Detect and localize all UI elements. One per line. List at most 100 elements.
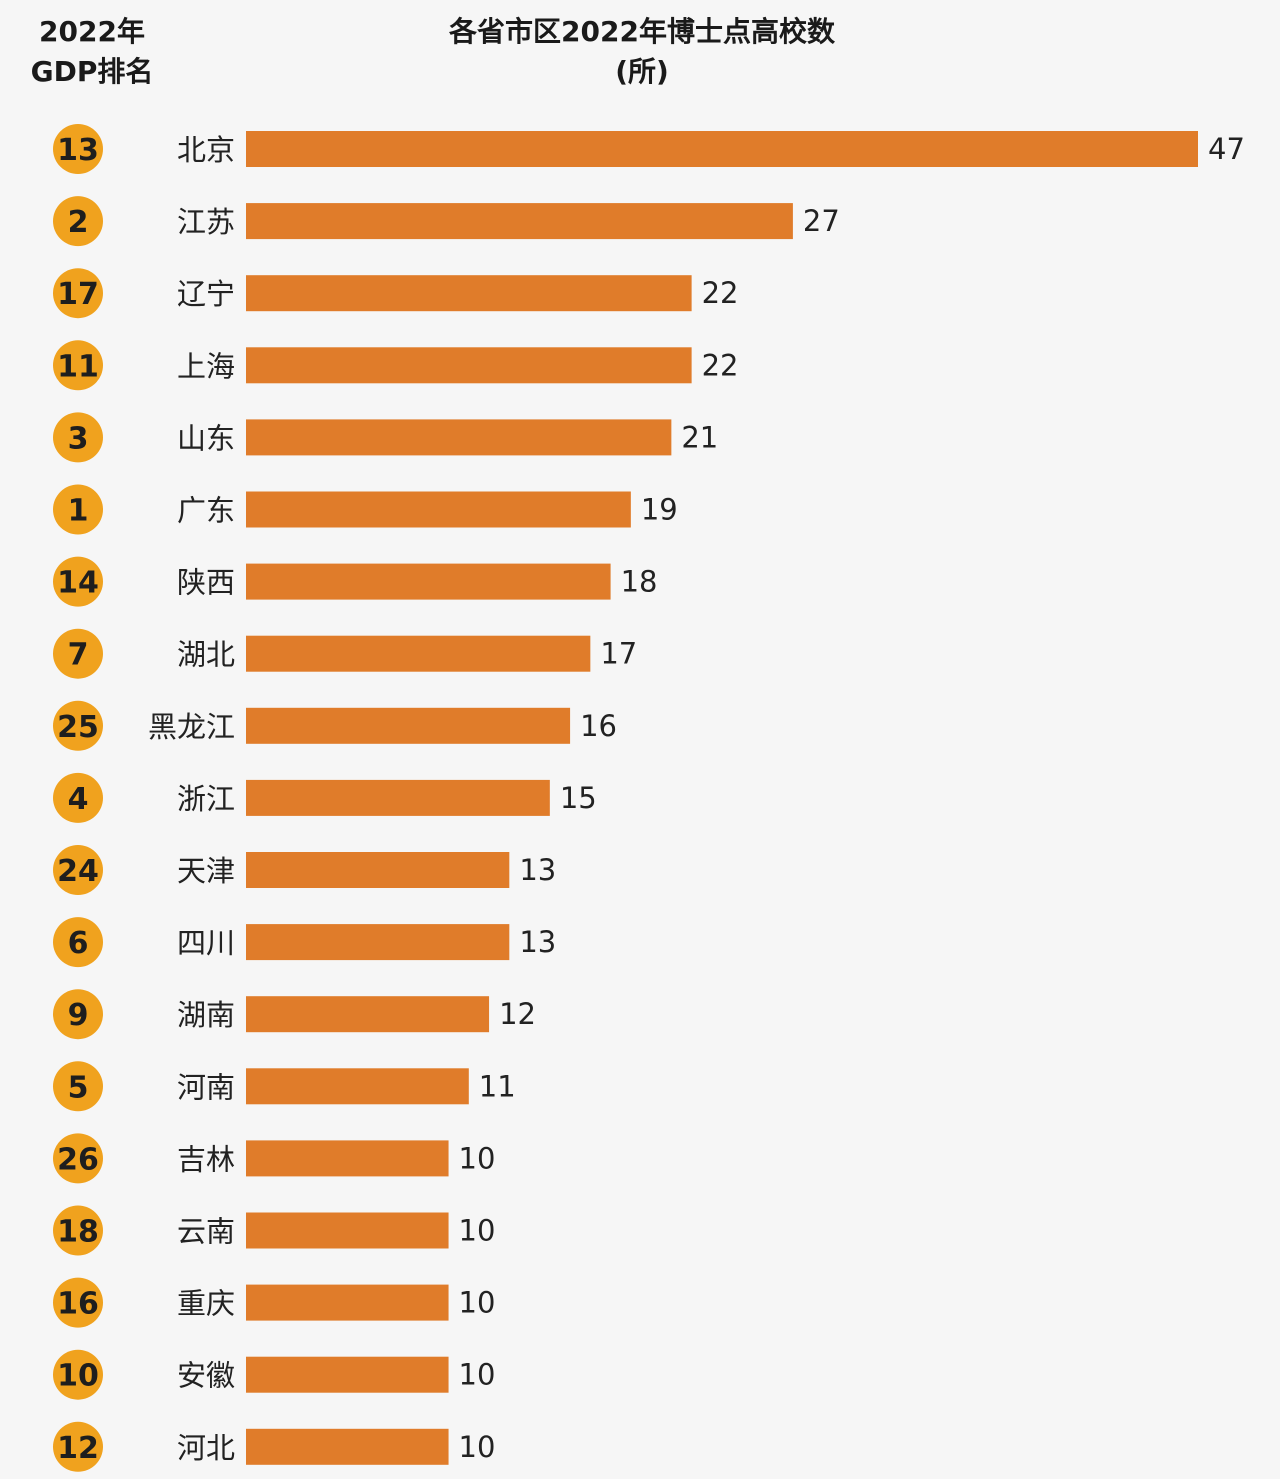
data-label: 19 <box>641 493 678 527</box>
data-label: 22 <box>702 276 739 310</box>
bar-row: 11 上海 22 <box>53 340 739 391</box>
category-label: 广东 <box>177 494 235 528</box>
gdp-rank-badge <box>53 989 103 1040</box>
bar <box>246 347 692 384</box>
data-label: 13 <box>519 925 556 959</box>
bar-row: 7 湖北 17 <box>53 628 637 679</box>
bar-row: 26 吉林 10 <box>53 1133 496 1184</box>
gdp-rank-badge <box>53 196 103 247</box>
gdp-rank-badge <box>53 917 103 968</box>
gdp-rank-label: 10 <box>57 1359 99 1394</box>
bar <box>246 996 490 1033</box>
gdp-rank-badge <box>53 1349 103 1400</box>
data-label: 10 <box>459 1214 496 1248</box>
gdp-rank-badge <box>53 1205 103 1256</box>
gdp-rank-label: 17 <box>57 277 99 312</box>
bar-row: 6 四川 13 <box>53 917 556 968</box>
bar <box>246 1140 449 1177</box>
bar-row: 12 河北 10 <box>53 1421 496 1472</box>
gdp-rank-label: 4 <box>68 782 89 817</box>
gdp-rank-label: 6 <box>68 926 89 961</box>
gdp-rank-label: 25 <box>57 710 99 745</box>
gdp-rank-label: 26 <box>57 1142 99 1177</box>
bar <box>246 563 611 600</box>
gdp-rank-label: 14 <box>57 566 99 601</box>
gdp-rank-label: 9 <box>68 998 89 1033</box>
gdp-rank-badge <box>53 268 103 319</box>
bar-row: 3 山东 21 <box>53 412 718 463</box>
data-label: 22 <box>702 348 739 382</box>
bar <box>246 707 571 744</box>
gdp-rank-badge <box>53 124 103 174</box>
bar <box>246 203 793 240</box>
bar <box>246 1068 469 1105</box>
category-label: 吉林 <box>177 1142 235 1176</box>
gdp-rank-badge <box>53 845 103 895</box>
category-label: 安徽 <box>177 1359 235 1393</box>
gdp-rank-label: 24 <box>57 854 99 889</box>
gdp-rank-badge <box>53 1277 103 1328</box>
gdp-rank-badge <box>53 556 103 607</box>
rank-header-line1: 2022年 <box>39 15 145 48</box>
data-label: 47 <box>1208 132 1245 166</box>
bar-row: 4 浙江 15 <box>53 772 597 823</box>
bar <box>246 131 1198 167</box>
category-label: 四川 <box>177 926 235 960</box>
rank-header-line2: GDP排名 <box>31 55 154 88</box>
gdp-rank-label: 18 <box>57 1215 99 1250</box>
bar <box>246 1284 449 1321</box>
category-label: 重庆 <box>177 1287 235 1321</box>
data-label: 18 <box>621 565 658 599</box>
bar-row: 9 湖南 12 <box>53 989 536 1040</box>
chart-unit: (所) <box>615 55 669 88</box>
category-label: 山东 <box>177 421 235 455</box>
bar-row: 25 黑龙江 16 <box>53 700 617 751</box>
data-label: 11 <box>479 1069 516 1103</box>
data-label: 21 <box>681 420 718 454</box>
category-label: 北京 <box>177 133 235 167</box>
bar-row: 13 北京 47 <box>53 124 1245 174</box>
bar <box>246 1212 449 1249</box>
bar <box>246 419 672 456</box>
category-label: 陕西 <box>177 566 235 600</box>
gdp-rank-badge <box>53 1061 103 1112</box>
gdp-rank-badge <box>53 1133 103 1184</box>
gdp-rank-badge <box>53 484 103 535</box>
gdp-rank-label: 1 <box>68 494 89 529</box>
gdp-rank-label: 11 <box>57 349 99 384</box>
data-label: 27 <box>803 204 840 238</box>
category-label: 江苏 <box>177 205 235 239</box>
gdp-rank-label: 13 <box>57 133 99 168</box>
bar-row: 5 河南 11 <box>53 1061 516 1112</box>
category-label: 云南 <box>177 1215 235 1249</box>
bar <box>246 924 510 961</box>
gdp-rank-badge <box>53 700 103 751</box>
category-label: 辽宁 <box>177 277 235 311</box>
data-label: 10 <box>459 1430 496 1464</box>
data-label: 15 <box>560 781 597 815</box>
bar <box>246 491 631 528</box>
data-label: 12 <box>499 997 536 1031</box>
bar-row: 24 天津 13 <box>53 845 556 895</box>
category-label: 天津 <box>177 854 235 888</box>
category-label: 湖北 <box>177 638 235 672</box>
bar-row: 16 重庆 10 <box>53 1277 495 1328</box>
gdp-rank-label: 16 <box>57 1287 99 1322</box>
category-label: 湖南 <box>177 998 235 1032</box>
bar-row: 10 安徽 10 <box>53 1349 495 1400</box>
gdp-rank-label: 3 <box>68 421 89 456</box>
gdp-rank-badge <box>53 412 103 463</box>
bar <box>246 852 510 888</box>
bar <box>246 1356 449 1393</box>
gdp-rank-badge <box>53 628 103 679</box>
gdp-rank-label: 12 <box>57 1431 99 1466</box>
gdp-rank-label: 7 <box>68 638 89 673</box>
bar-row: 1 广东 19 <box>53 484 678 535</box>
bar-row: 17 辽宁 22 <box>53 268 739 319</box>
data-label: 17 <box>600 637 637 671</box>
data-label: 10 <box>459 1141 496 1175</box>
bar <box>246 1428 449 1465</box>
bar <box>246 635 591 672</box>
gdp-rank-badge <box>53 340 103 391</box>
